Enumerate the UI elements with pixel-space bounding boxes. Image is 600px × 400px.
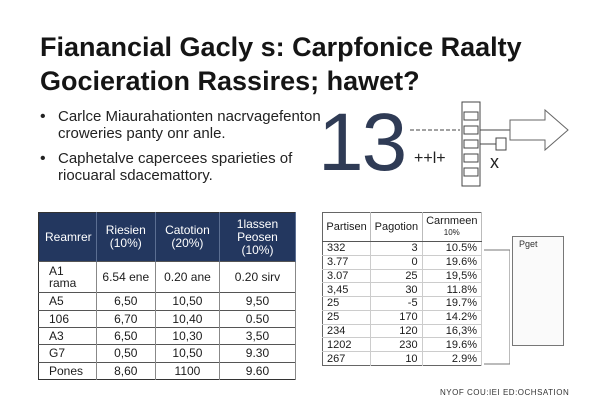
table-cell: 0.20 sirv — [219, 260, 297, 293]
table-row: 267 10 2.9% — [322, 351, 483, 366]
column-header: Riesien (10%) — [96, 212, 156, 262]
table-row: 3.07 25 19,5% — [322, 268, 483, 283]
table-cell: 9,50 — [219, 292, 297, 311]
table-cell: 120 — [370, 323, 423, 338]
table-cell: A1 rama — [38, 260, 97, 293]
table-cell: 10,30 — [155, 326, 220, 345]
table-cell: 3 — [370, 241, 423, 256]
footer-text: NYOF COU:IEI ED:OCHSATION — [440, 388, 570, 397]
table-cell: 10,50 — [155, 292, 220, 311]
table-cell: 14.2% — [422, 309, 483, 325]
flow-diagram — [410, 101, 569, 187]
table-cell: 30 — [370, 282, 423, 297]
bullet-item: Carlce Miaurahationten nacrvagefenton cr… — [38, 108, 338, 142]
table-cell: 3,45 — [322, 282, 372, 297]
table-cell: G7 — [38, 344, 97, 363]
table-row: 106 6,70 10,40 0.50 — [38, 309, 297, 328]
results-table-left: Reamrer Riesien (10%) Catotion (20%) 1la… — [38, 212, 297, 380]
table-cell: 16,3% — [422, 323, 483, 338]
results-table-right: Partisen Pagotion Carnmeen 10% 332 3 10.5%… — [322, 212, 483, 366]
column-header: Catotion (20%) — [155, 212, 220, 262]
table-cell: 0.50 — [219, 309, 297, 328]
big-number: 13 — [318, 97, 407, 188]
table-cell: 0,50 — [96, 344, 156, 363]
table-row: A3 6,50 10,30 3,50 — [38, 326, 297, 345]
table-cell: 6,70 — [96, 309, 156, 328]
table-cell: Pones — [38, 361, 97, 380]
table-cell: 9.30 — [219, 344, 297, 363]
table-row: Pones 8,60 1100 9.60 — [38, 361, 297, 380]
table-header-row: Reamrer Riesien (10%) Catotion (20%) 1la… — [38, 212, 297, 262]
document-title: Fianancial Gacly s: Carpfonice Raalty Go… — [40, 32, 522, 96]
table-cell: -5 — [370, 296, 423, 311]
table-row: 1202 230 19.6% — [322, 337, 483, 352]
table-cell: 2.9% — [422, 351, 483, 366]
column-header-sub: 10% — [443, 228, 460, 237]
table-cell: 25 — [322, 309, 372, 325]
table-cell: 267 — [322, 351, 372, 366]
table-row: A5 6,50 10,50 9,50 — [38, 292, 297, 311]
table-row: 25 170 14.2% — [322, 309, 483, 325]
table-cell: 19.6% — [422, 337, 483, 352]
table-cell: 11.8% — [422, 282, 483, 297]
table-cell: 0.20 ane — [155, 260, 220, 293]
table-cell: 106 — [38, 309, 97, 328]
table-cell: 10 — [370, 351, 423, 366]
table-cell: 19.7% — [422, 296, 483, 311]
table-row: 25 -5 19.7% — [322, 296, 483, 311]
table-cell: 10.5% — [422, 241, 483, 256]
table-row: A1 rama 6.54 ene 0.20 ane 0.20 sirv — [38, 260, 297, 293]
table-cell: 10,50 — [155, 344, 220, 363]
table-cell: 170 — [370, 309, 423, 325]
bracket-connector — [484, 249, 510, 365]
bullet-list: Carlce Miaurahationten nacrvagefenton cr… — [38, 108, 338, 192]
table-cell: 3.07 — [322, 268, 372, 283]
page-box: Pget — [512, 236, 564, 346]
table-row: 3,45 30 11.8% — [322, 282, 483, 297]
table-cell: 3,50 — [219, 326, 297, 345]
column-header: Carnmeen 10% — [422, 212, 483, 242]
table-cell: 1202 — [322, 337, 372, 352]
table-cell: 0 — [370, 254, 423, 270]
table-cell: 6,50 — [96, 292, 156, 311]
table-cell: 234 — [322, 323, 372, 338]
table-header-row: Partisen Pagotion Carnmeen 10% — [322, 212, 483, 242]
table-cell: 3.77 — [322, 254, 372, 270]
table-cell: 25 — [370, 268, 423, 283]
table-cell: 25 — [322, 296, 372, 311]
table-row: 332 3 10.5% — [322, 241, 483, 256]
table-cell: 6,50 — [96, 326, 156, 345]
column-header: Pagotion — [370, 212, 423, 242]
table-row: 3.77 0 19.6% — [322, 254, 483, 270]
column-header: Partisen — [322, 212, 372, 242]
formula-text: ++l+ — [414, 150, 446, 167]
page-box-label: Pget — [519, 239, 538, 249]
table-cell: A5 — [38, 292, 97, 311]
column-header: 1lassen Peosen (10%) — [219, 212, 297, 262]
column-header: Reamrer — [38, 212, 97, 262]
table-cell: 332 — [322, 241, 372, 256]
table-cell: 9.60 — [219, 361, 297, 380]
column-header-label: Carnmeen — [426, 215, 478, 227]
table-cell: 10,40 — [155, 309, 220, 328]
table-row: 234 120 16,3% — [322, 323, 483, 338]
table-cell: 6.54 ene — [96, 260, 156, 293]
table-cell: 230 — [370, 337, 423, 352]
table-cell: A3 — [38, 326, 97, 345]
table-cell: 19.6% — [422, 254, 483, 270]
table-cell: 19,5% — [422, 268, 483, 283]
table-row: G7 0,50 10,50 9.30 — [38, 344, 297, 363]
table-cell: 8,60 — [96, 361, 156, 380]
table-cell: 1100 — [155, 361, 220, 380]
x-mark: x — [490, 152, 499, 172]
bullet-item: Caphetalve capercees sparieties of riocu… — [38, 150, 338, 184]
